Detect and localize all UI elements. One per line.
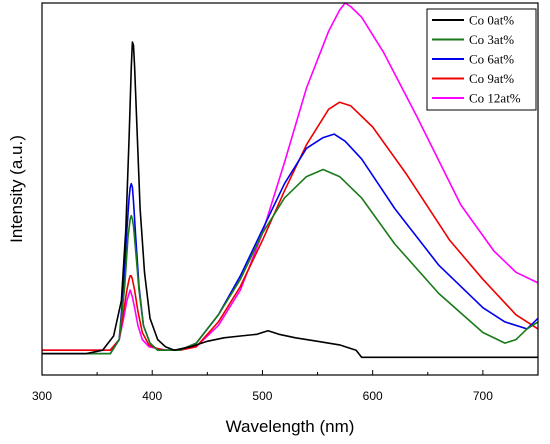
x-tick-label: 500 — [252, 389, 272, 403]
y-axis-title: Intensity (a.u.) — [7, 135, 26, 243]
x-tick-label: 700 — [473, 389, 493, 403]
legend-label-5: Co 12at% — [469, 91, 521, 106]
legend: Co 0at% Co 3at% Co 6at% Co 9at% Co 12at% — [426, 8, 537, 111]
x-axis: 300 400 500 600 700 — [32, 370, 493, 403]
series-line-2 — [42, 168, 539, 355]
x-tick-label: 600 — [363, 389, 383, 403]
x-axis-title: Wavelength (nm) — [226, 417, 355, 436]
series-line-1 — [42, 41, 538, 359]
series-layer — [42, 2, 539, 359]
legend-label-1: Co 0at% — [469, 13, 514, 28]
legend-label-2: Co 3at% — [469, 32, 514, 47]
legend-label-4: Co 9at% — [469, 71, 514, 86]
legend-label-3: Co 6at% — [469, 52, 514, 67]
series-line-4 — [42, 101, 539, 351]
x-tick-label: 400 — [142, 389, 162, 403]
x-tick-label: 300 — [32, 389, 52, 403]
plot-frame — [41, 2, 539, 376]
